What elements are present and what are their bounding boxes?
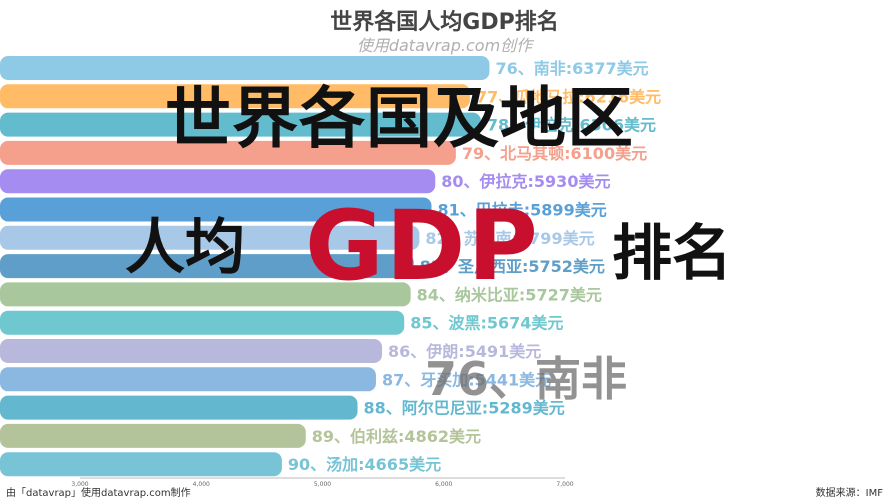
x-tick-label: 7,000 — [556, 481, 573, 488]
bar — [0, 282, 411, 307]
bar — [0, 310, 405, 335]
x-tick-label: 3,000 — [71, 481, 88, 488]
bar-label: 81、巴拉圭:5899美元 — [438, 201, 607, 220]
bar — [0, 423, 306, 448]
footer-source: 数据来源：IMF — [815, 488, 883, 499]
overlay-ranking: 排名 — [612, 219, 732, 289]
overlay-per-capita: 人均 — [125, 213, 245, 283]
bar-label: 88、阿尔巴尼亚:5289美元 — [364, 399, 565, 418]
overlay-gdp: GDP — [305, 190, 540, 302]
bar — [0, 140, 456, 165]
bar — [0, 339, 383, 363]
current-rank-watermark: 76、南非 — [425, 352, 628, 406]
bar — [0, 197, 432, 222]
bar-label: 84、纳米比亚:5727美元 — [417, 285, 602, 304]
bar-label: 78、伊拉克:6306美元 — [487, 116, 656, 135]
bar — [0, 225, 420, 250]
page-subtitle: 使用datavrap.com创作 — [356, 36, 533, 55]
bar — [0, 395, 358, 420]
page-title: 世界各国人均GDP排名 — [330, 10, 559, 35]
bar-label: 77、瓜地马拉:6216美元 — [476, 87, 661, 106]
bar-label: 86、伊朗:5491美元 — [388, 342, 541, 361]
overlay-headline: 世界各国及地区 — [165, 80, 634, 157]
bar — [0, 254, 414, 279]
x-tick-label: 5,000 — [314, 481, 331, 488]
x-tick-label: 6,000 — [435, 481, 452, 488]
bar-label: 87、牙买加:5441美元 — [382, 370, 551, 389]
bar — [0, 169, 436, 194]
bar — [0, 367, 376, 392]
bar-label: 90、汤加:4665美元 — [288, 455, 441, 474]
footer-credit: 由「datavrap」使用datavrap.com制作 — [6, 488, 191, 499]
bar — [0, 112, 481, 137]
bar-label: 85、波黑:5674美元 — [410, 314, 563, 333]
bar-label: 79、北马其顿:6100美元 — [462, 144, 647, 163]
bar-label: 83、圣卢西亚:5752美元 — [420, 257, 605, 276]
bar — [0, 84, 470, 109]
x-tick-label: 4,000 — [193, 481, 210, 488]
bar-label: 89、伯利兹:4862美元 — [312, 427, 481, 446]
bar-label: 76、南非:6377美元 — [495, 59, 648, 78]
bar-label: 80、伊拉克:5930美元 — [441, 172, 610, 191]
bar-label: 82、苏里南:5799美元 — [425, 229, 594, 248]
bar — [0, 56, 490, 80]
bar — [0, 452, 282, 477]
